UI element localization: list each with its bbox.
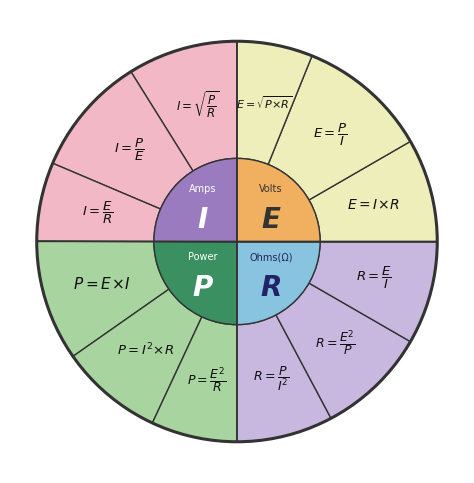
Text: Amps: Amps <box>189 185 217 195</box>
Text: E: E <box>262 206 281 233</box>
Text: $E=I\!\times\! R$: $E=I\!\times\! R$ <box>347 198 400 212</box>
Text: $I=\dfrac{E}{R}$: $I=\dfrac{E}{R}$ <box>82 200 114 227</box>
Text: $R=\dfrac{E^2}{P}$: $R=\dfrac{E^2}{P}$ <box>315 328 356 358</box>
Wedge shape <box>53 71 193 209</box>
Text: Volts: Volts <box>259 185 283 195</box>
Wedge shape <box>154 242 237 325</box>
Wedge shape <box>309 242 437 341</box>
Text: $I=\sqrt{\dfrac{P}{R}}$: $I=\sqrt{\dfrac{P}{R}}$ <box>176 90 220 120</box>
Text: $I=\dfrac{P}{E}$: $I=\dfrac{P}{E}$ <box>114 136 145 163</box>
Wedge shape <box>37 163 161 242</box>
Wedge shape <box>37 242 169 356</box>
Wedge shape <box>152 317 237 442</box>
Wedge shape <box>268 56 410 200</box>
Text: $R=\dfrac{P}{I^2}$: $R=\dfrac{P}{I^2}$ <box>253 365 290 393</box>
Text: $P=E\!\times\! I$: $P=E\!\times\! I$ <box>73 276 130 292</box>
Wedge shape <box>131 41 237 171</box>
Wedge shape <box>237 242 320 325</box>
Text: Ohms(Ω): Ohms(Ω) <box>249 253 293 262</box>
Text: $P=I^2\!\times\! R$: $P=I^2\!\times\! R$ <box>118 342 174 358</box>
Wedge shape <box>154 158 237 242</box>
Wedge shape <box>276 283 410 418</box>
Wedge shape <box>237 41 312 164</box>
Text: $R=\dfrac{E}{I}$: $R=\dfrac{E}{I}$ <box>356 265 392 291</box>
Text: Power: Power <box>188 253 218 262</box>
Wedge shape <box>309 142 437 242</box>
Text: P: P <box>193 273 213 301</box>
Wedge shape <box>73 289 202 423</box>
Text: $E=\dfrac{P}{I}$: $E=\dfrac{P}{I}$ <box>313 122 347 148</box>
Text: R: R <box>260 273 282 301</box>
Text: $E=\sqrt{P\!\times\! R}$: $E=\sqrt{P\!\times\! R}$ <box>236 94 292 111</box>
Text: I: I <box>198 206 208 233</box>
Wedge shape <box>237 315 331 442</box>
Text: $P=\dfrac{E^2}{R}$: $P=\dfrac{E^2}{R}$ <box>187 365 226 395</box>
Wedge shape <box>237 158 320 242</box>
